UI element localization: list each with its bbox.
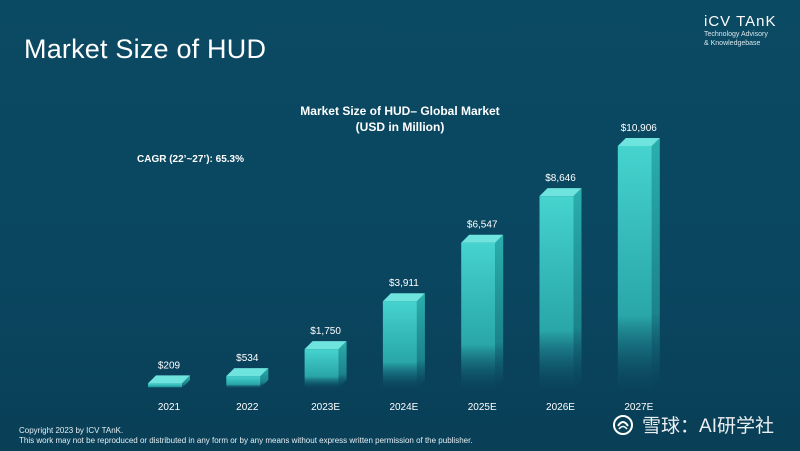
bar-2021 <box>148 375 190 388</box>
bar-front <box>461 242 496 388</box>
data-label: $10,906 <box>621 123 658 134</box>
bar-side <box>182 375 190 388</box>
x-tick-label: 2023E <box>311 402 340 413</box>
bar-front <box>304 349 339 388</box>
bar-side <box>338 341 347 388</box>
footer: Copyright 2023 by ICV TAnK. This work ma… <box>19 426 473 446</box>
brand-subtitle-2: & Knowledgebase <box>704 40 761 47</box>
bar-2022 <box>226 368 269 388</box>
bar-front <box>382 301 417 388</box>
x-tick-label: 2027E <box>624 402 653 413</box>
brand-logo: iCV TAnK Technology Advisory & Knowledge… <box>704 13 776 48</box>
bar-2023E <box>304 341 347 388</box>
bar-side <box>573 188 582 388</box>
data-label: $534 <box>236 353 259 364</box>
x-axis-ticks: 2021 2022 2023E 2024E 2025E 2026E 2027E <box>158 402 654 413</box>
data-label: $209 <box>158 360 181 371</box>
chart-subtitle: (USD in Million) <box>355 120 445 134</box>
brand-name: iCV TAnK <box>704 13 777 30</box>
watermark: 雪球：AI研学社 <box>612 411 774 438</box>
bar-front <box>617 146 652 388</box>
x-tick-label: 2024E <box>389 402 418 413</box>
watermark-text: 雪球：AI研学社 <box>642 416 774 437</box>
data-label: $8,646 <box>545 173 576 184</box>
bar-top <box>304 341 347 350</box>
bar-front <box>539 196 574 388</box>
bar-2026E <box>539 188 582 388</box>
bar-top <box>617 138 660 146</box>
bar-top <box>382 293 425 302</box>
bar-top <box>539 188 582 197</box>
brand-subtitle-1: Technology Advisory <box>704 31 768 38</box>
bar-side <box>260 368 269 388</box>
chart-title: Market Size of HUD– Global Market <box>300 104 500 118</box>
x-tick-label: 2022 <box>236 402 259 413</box>
chart-title-block: Market Size of HUD– Global Market (USD i… <box>300 103 500 135</box>
data-labels-group: $209 $534 $1,750 $3,911 $6,547 $8,646 $10,906 <box>158 123 657 371</box>
cagr-annotation: CAGR (22’~27’): 65.3% <box>137 154 244 165</box>
bar-top <box>148 375 190 384</box>
bar-side <box>495 234 504 388</box>
x-tick-label: 2025E <box>468 402 497 413</box>
x-tick-label: 2026E <box>546 402 575 413</box>
data-label: $1,750 <box>310 326 341 337</box>
bar-front <box>226 376 261 388</box>
bar-top <box>461 234 504 243</box>
bar-2024E <box>382 293 425 388</box>
data-label: $6,547 <box>467 220 498 231</box>
disclaimer-line: This work may not be reproduced or distr… <box>19 436 473 445</box>
copyright-line: Copyright 2023 by ICV TAnK. <box>19 426 124 435</box>
page-title: Market Size of HUD <box>24 34 267 64</box>
bar-2025E <box>461 234 504 388</box>
bar-2027E <box>617 138 660 388</box>
bar-side <box>416 293 425 388</box>
bar-top <box>226 368 269 377</box>
x-tick-label: 2021 <box>158 402 181 413</box>
bar-front <box>148 383 182 388</box>
bars-group <box>148 138 660 388</box>
bar-side <box>651 138 660 388</box>
data-label: $3,911 <box>389 278 419 289</box>
snowball-icon <box>613 414 634 435</box>
